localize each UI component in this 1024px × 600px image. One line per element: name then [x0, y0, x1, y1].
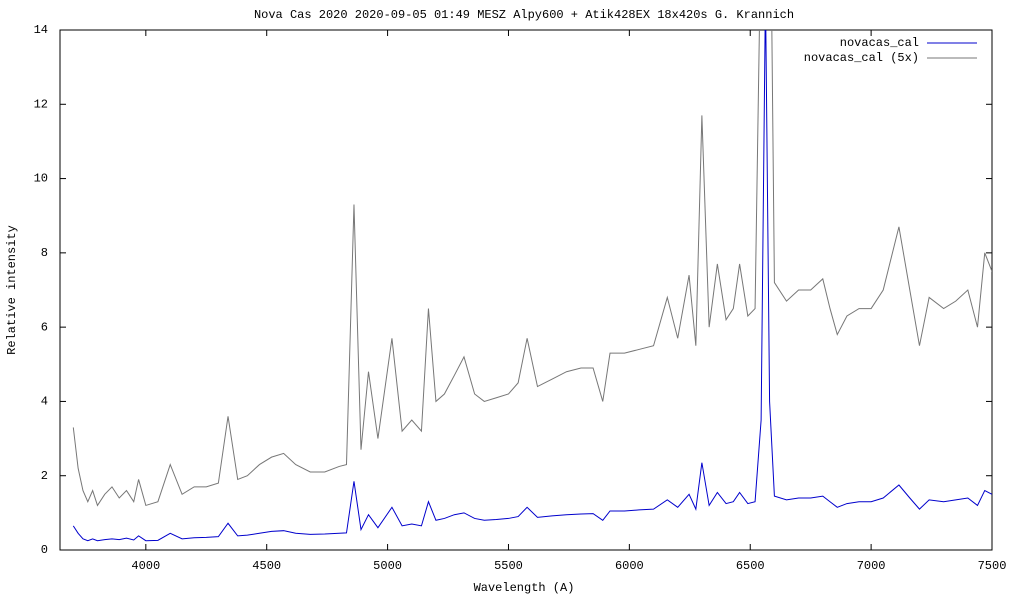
- plot-frame: [59, 29, 993, 551]
- x-tick-label: 6000: [615, 559, 644, 573]
- legend-label: novacas_cal: [840, 36, 919, 50]
- y-tick-label: 12: [34, 97, 48, 111]
- y-tick-label: 2: [41, 469, 48, 483]
- y-axis-label: Relative intensity: [5, 225, 19, 355]
- x-tick-label: 7000: [857, 559, 886, 573]
- spectrum-line: [72, 30, 992, 542]
- y-tick-label: 14: [34, 23, 48, 37]
- spectrum-line: [72, 30, 992, 507]
- y-tick-label: 0: [41, 543, 48, 557]
- chart-title: Nova Cas 2020 2020-09-05 01:49 MESZ Alpy…: [254, 8, 794, 22]
- y-tick-label: 8: [41, 246, 48, 260]
- plot-area: [72, 30, 992, 542]
- x-tick-label: 4500: [252, 559, 281, 573]
- x-tick-label: 6500: [736, 559, 765, 573]
- x-tick-label: 5500: [494, 559, 523, 573]
- x-tick-label: 7500: [978, 559, 1007, 573]
- x-axis-label: Wavelength (A): [474, 581, 575, 595]
- y-tick-label: 4: [41, 395, 48, 409]
- x-tick-label: 5000: [373, 559, 402, 573]
- y-tick-label: 10: [34, 172, 48, 186]
- y-tick-label: 6: [41, 320, 48, 334]
- x-tick-label: 4000: [131, 559, 160, 573]
- legend-label: novacas_cal (5x): [804, 51, 919, 65]
